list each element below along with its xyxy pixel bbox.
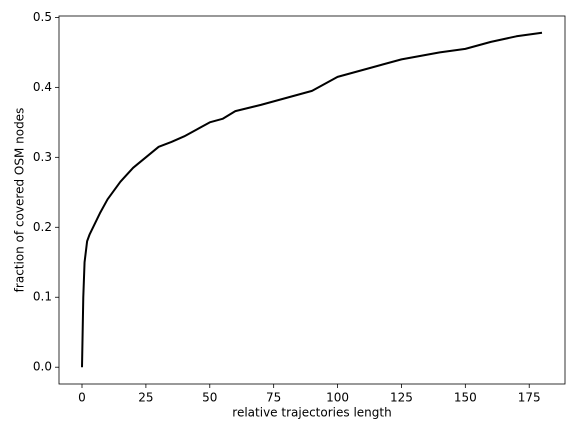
y-tick-label: 0.3 [33, 150, 52, 164]
x-tick-label: 150 [454, 391, 477, 405]
x-tick-label: 100 [326, 391, 349, 405]
x-tick-label: 0 [78, 391, 86, 405]
x-tick-label: 25 [138, 391, 153, 405]
y-tick-label: 0.0 [33, 360, 52, 374]
y-tick-label: 0.2 [33, 220, 52, 234]
x-tick-label: 175 [518, 391, 541, 405]
y-tick-label: 0.5 [33, 10, 52, 24]
y-tick-label: 0.1 [33, 290, 52, 304]
x-tick-label: 50 [202, 391, 217, 405]
x-axis-label: relative trajectories length [232, 406, 391, 420]
y-tick-label: 0.4 [33, 80, 52, 94]
x-tick-label: 75 [266, 391, 281, 405]
axes-frame [58, 15, 566, 385]
y-axis-label: fraction of covered OSM nodes [13, 108, 27, 293]
data-line [81, 31, 543, 368]
x-tick-label: 125 [390, 391, 413, 405]
